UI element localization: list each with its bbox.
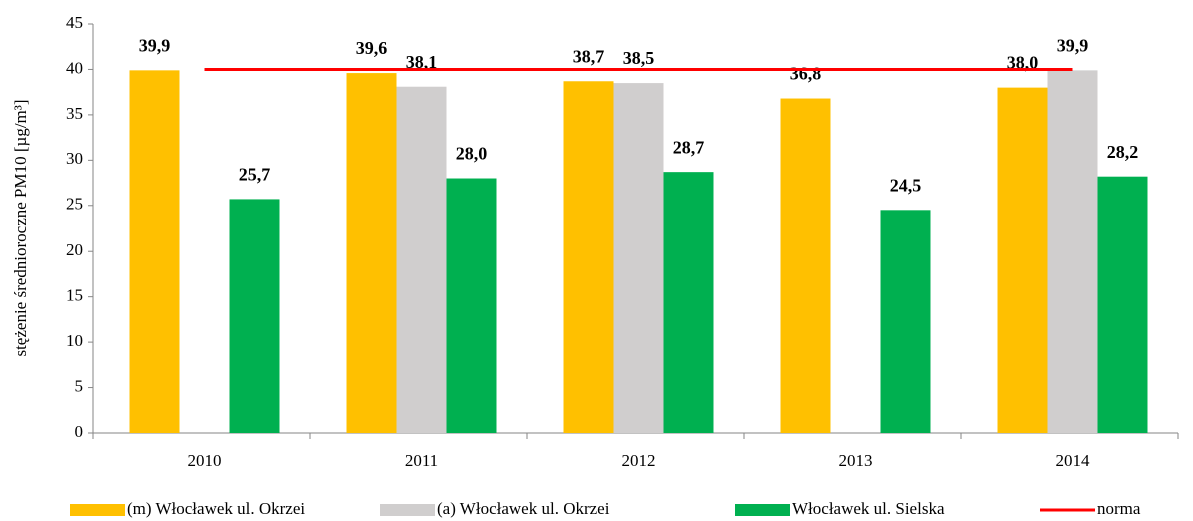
legend-label: norma xyxy=(1097,499,1141,518)
value-label: 38,7 xyxy=(573,46,605,66)
bar xyxy=(780,98,831,433)
y-tick-label: 10 xyxy=(66,331,83,350)
value-label: 28,2 xyxy=(1107,142,1139,162)
bar xyxy=(880,210,931,433)
bar xyxy=(1097,176,1148,433)
value-label: 25,7 xyxy=(239,165,271,185)
legend-swatch xyxy=(70,504,125,516)
y-tick-label: 45 xyxy=(66,13,83,32)
x-tick-label: 2014 xyxy=(1056,451,1091,470)
legend-label: (a) Włocławek ul. Okrzei xyxy=(437,499,610,518)
y-tick-label: 40 xyxy=(66,58,83,77)
y-axis-label: stężenie średnioroczne PM10 [µg/m³] xyxy=(11,99,30,356)
bar xyxy=(1047,70,1098,433)
x-tick-label: 2011 xyxy=(405,451,438,470)
bar xyxy=(346,73,397,433)
value-label: 39,6 xyxy=(356,38,388,58)
x-tick-label: 2013 xyxy=(839,451,873,470)
value-label: 38,0 xyxy=(1007,53,1039,73)
x-tick-label: 2012 xyxy=(622,451,656,470)
x-tick-label: 2010 xyxy=(188,451,222,470)
bar xyxy=(997,87,1048,433)
value-label: 38,5 xyxy=(623,48,655,68)
bar xyxy=(613,83,664,434)
bar xyxy=(396,86,447,434)
legend-swatch xyxy=(380,504,435,516)
value-label: 39,9 xyxy=(1057,35,1089,55)
value-label: 39,9 xyxy=(139,35,171,55)
value-label: 28,0 xyxy=(456,144,488,164)
y-tick-label: 5 xyxy=(75,376,84,395)
bar xyxy=(446,178,497,433)
bar xyxy=(663,172,714,433)
y-tick-label: 20 xyxy=(66,240,83,259)
value-label: 38,1 xyxy=(406,52,438,72)
value-label: 36,8 xyxy=(790,64,822,84)
bar xyxy=(563,81,614,433)
y-tick-label: 0 xyxy=(75,422,84,441)
y-tick-label: 15 xyxy=(66,286,83,305)
y-tick-label: 25 xyxy=(66,195,83,214)
legend-label: Włocławek ul. Sielska xyxy=(792,499,945,518)
value-label: 24,5 xyxy=(890,175,922,195)
value-label: 28,7 xyxy=(673,137,705,157)
bar xyxy=(129,70,180,433)
y-tick-label: 35 xyxy=(66,104,83,123)
legend-swatch xyxy=(735,504,790,516)
bar xyxy=(229,199,280,433)
y-tick-label: 30 xyxy=(66,149,83,168)
legend-label: (m) Włocławek ul. Okrzei xyxy=(127,499,305,518)
